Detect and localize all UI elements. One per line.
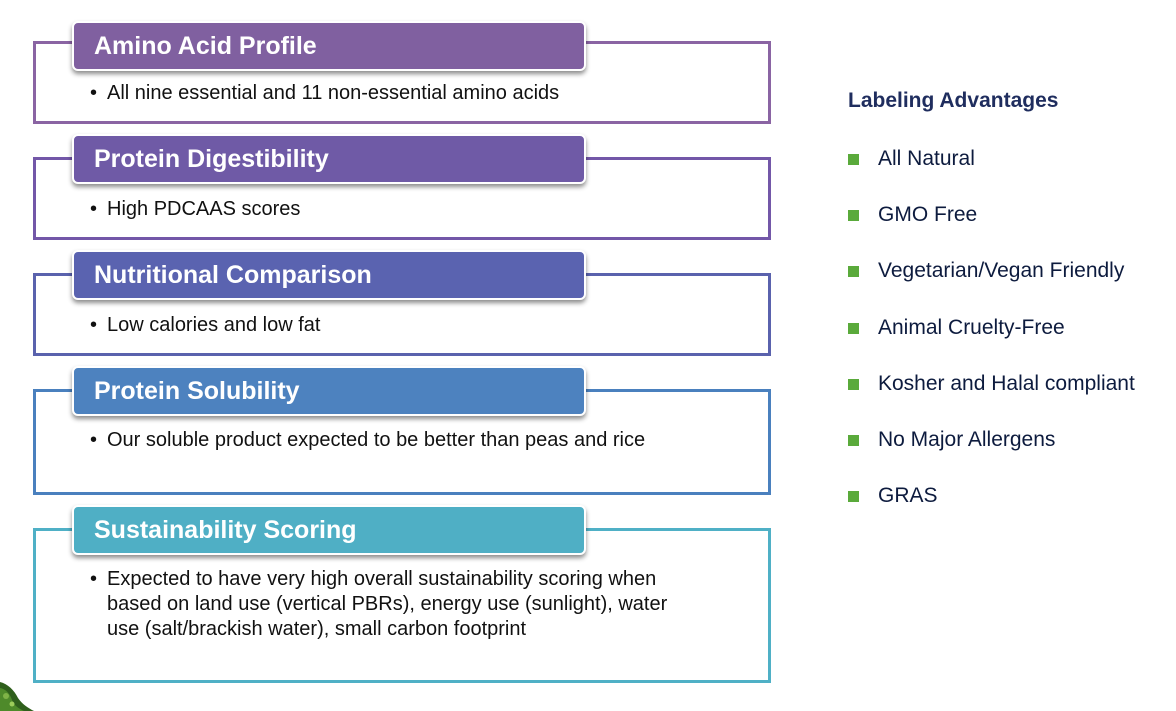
leaf-decoration-icon bbox=[0, 682, 34, 711]
bullet-dot: • bbox=[90, 568, 98, 590]
card-title: Amino Acid Profile bbox=[72, 21, 586, 71]
square-bullet-icon bbox=[848, 154, 859, 165]
card-bullet-text: High PDCAAS scores bbox=[107, 198, 301, 220]
list-item-label: No Major Allergens bbox=[878, 427, 1056, 451]
list-item-label: GMO Free bbox=[878, 203, 978, 227]
square-bullet-icon bbox=[848, 491, 859, 503]
card-bullet-text: All nine essential and 11 non-essential … bbox=[107, 82, 560, 104]
card-bullet: • Our soluble product expected to be bet… bbox=[90, 428, 700, 453]
labeling-advantages-title: Labeling Advantages bbox=[848, 89, 1059, 112]
card-title: Nutritional Comparison bbox=[72, 250, 586, 300]
card-bullet: • Expected to have very high overall sus… bbox=[90, 567, 700, 642]
card-bullet: • High PDCAAS scores bbox=[90, 197, 700, 222]
list-item-label: Animal Cruelty-Free bbox=[878, 315, 1065, 339]
card-title: Protein Digestibility bbox=[72, 134, 586, 184]
square-bullet-icon bbox=[848, 434, 859, 446]
list-item-label: Vegetarian/Vegan Friendly bbox=[878, 259, 1125, 283]
card-bullet-text: Low calories and low fat bbox=[107, 314, 321, 336]
square-bullet-icon bbox=[848, 266, 859, 278]
card-title: Sustainability Scoring bbox=[72, 505, 586, 555]
bullet-dot: • bbox=[90, 198, 98, 220]
card-bullet-text: Expected to have very high overall susta… bbox=[107, 568, 668, 640]
bullet-dot: • bbox=[90, 82, 98, 104]
square-bullet-icon bbox=[848, 210, 859, 222]
list-item-label: Kosher and Halal compliant bbox=[878, 371, 1135, 395]
square-bullet-icon bbox=[848, 378, 859, 390]
card-title: Protein Solubility bbox=[72, 366, 586, 416]
list-item-label: GRAS bbox=[878, 484, 938, 508]
card-bullet-text: Our soluble product expected to be bette… bbox=[107, 429, 646, 451]
bullet-dot: • bbox=[90, 314, 98, 336]
list-item-label: All Natural bbox=[878, 147, 975, 170]
card-bullet: • Low calories and low fat bbox=[90, 313, 700, 338]
square-bullet-icon bbox=[848, 322, 859, 334]
bullet-dot: • bbox=[90, 429, 98, 451]
card-bullet: • All nine essential and 11 non-essentia… bbox=[90, 81, 700, 106]
